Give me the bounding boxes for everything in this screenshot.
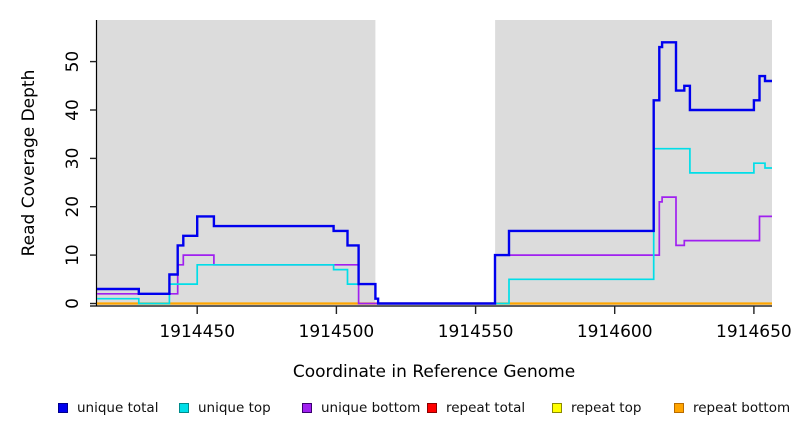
x-tick-label: 1914500 [299,322,375,342]
series-line-unique-bottom [97,196,772,305]
x-tick-label: 1914450 [159,322,235,342]
y-tick-label: 10 [63,244,83,266]
y-axis-title: Read Coverage Depth [19,70,39,257]
legend-swatch-unique-bottom-icon [302,403,312,413]
legend-label-repeat-bottom: repeat bottom [693,400,791,416]
legend-item-repeat-bottom: repeat bottom [674,400,790,416]
coverage-chart: 0 10 20 30 40 50 1914450 1914500 1914550 1914600 1… [19,20,792,382]
legend-item-repeat-total: repeat total [427,400,525,416]
legend-item-unique-top: unique top [179,400,271,416]
legend-swatch-repeat-bottom-icon [674,403,684,413]
legend-item-unique-bottom: unique bottom [302,400,420,416]
x-axis-title: Coordinate in Reference Genome [293,362,575,382]
y-tick-label: 40 [63,99,83,121]
legend-label-repeat-top: repeat top [571,400,642,416]
legend-item-repeat-top: repeat top [552,400,641,416]
x-tick-label: 1914550 [438,322,514,342]
x-tick-label: 1914650 [716,322,792,342]
y-tick-label: 30 [63,148,83,170]
legend-swatch-repeat-total-icon [427,403,437,413]
legend-label-repeat-total: repeat total [446,400,526,416]
x-tick-label: 1914600 [577,322,653,342]
legend-label-unique-bottom: unique bottom [321,400,421,416]
legend-item-unique-total: unique total [58,400,158,416]
series-line-unique-total [97,41,772,305]
legend-label-unique-total: unique total [77,400,159,416]
y-tick-label: 50 [63,51,83,73]
legend-swatch-unique-total-icon [58,403,68,413]
y-tick-label: 0 [63,298,83,309]
no-data-gap [375,20,496,305]
y-tick-label: 20 [63,196,83,218]
legend-swatch-repeat-top-icon [552,403,562,413]
legend-label-unique-top: unique top [198,400,271,416]
legend-swatch-unique-top-icon [179,403,189,413]
